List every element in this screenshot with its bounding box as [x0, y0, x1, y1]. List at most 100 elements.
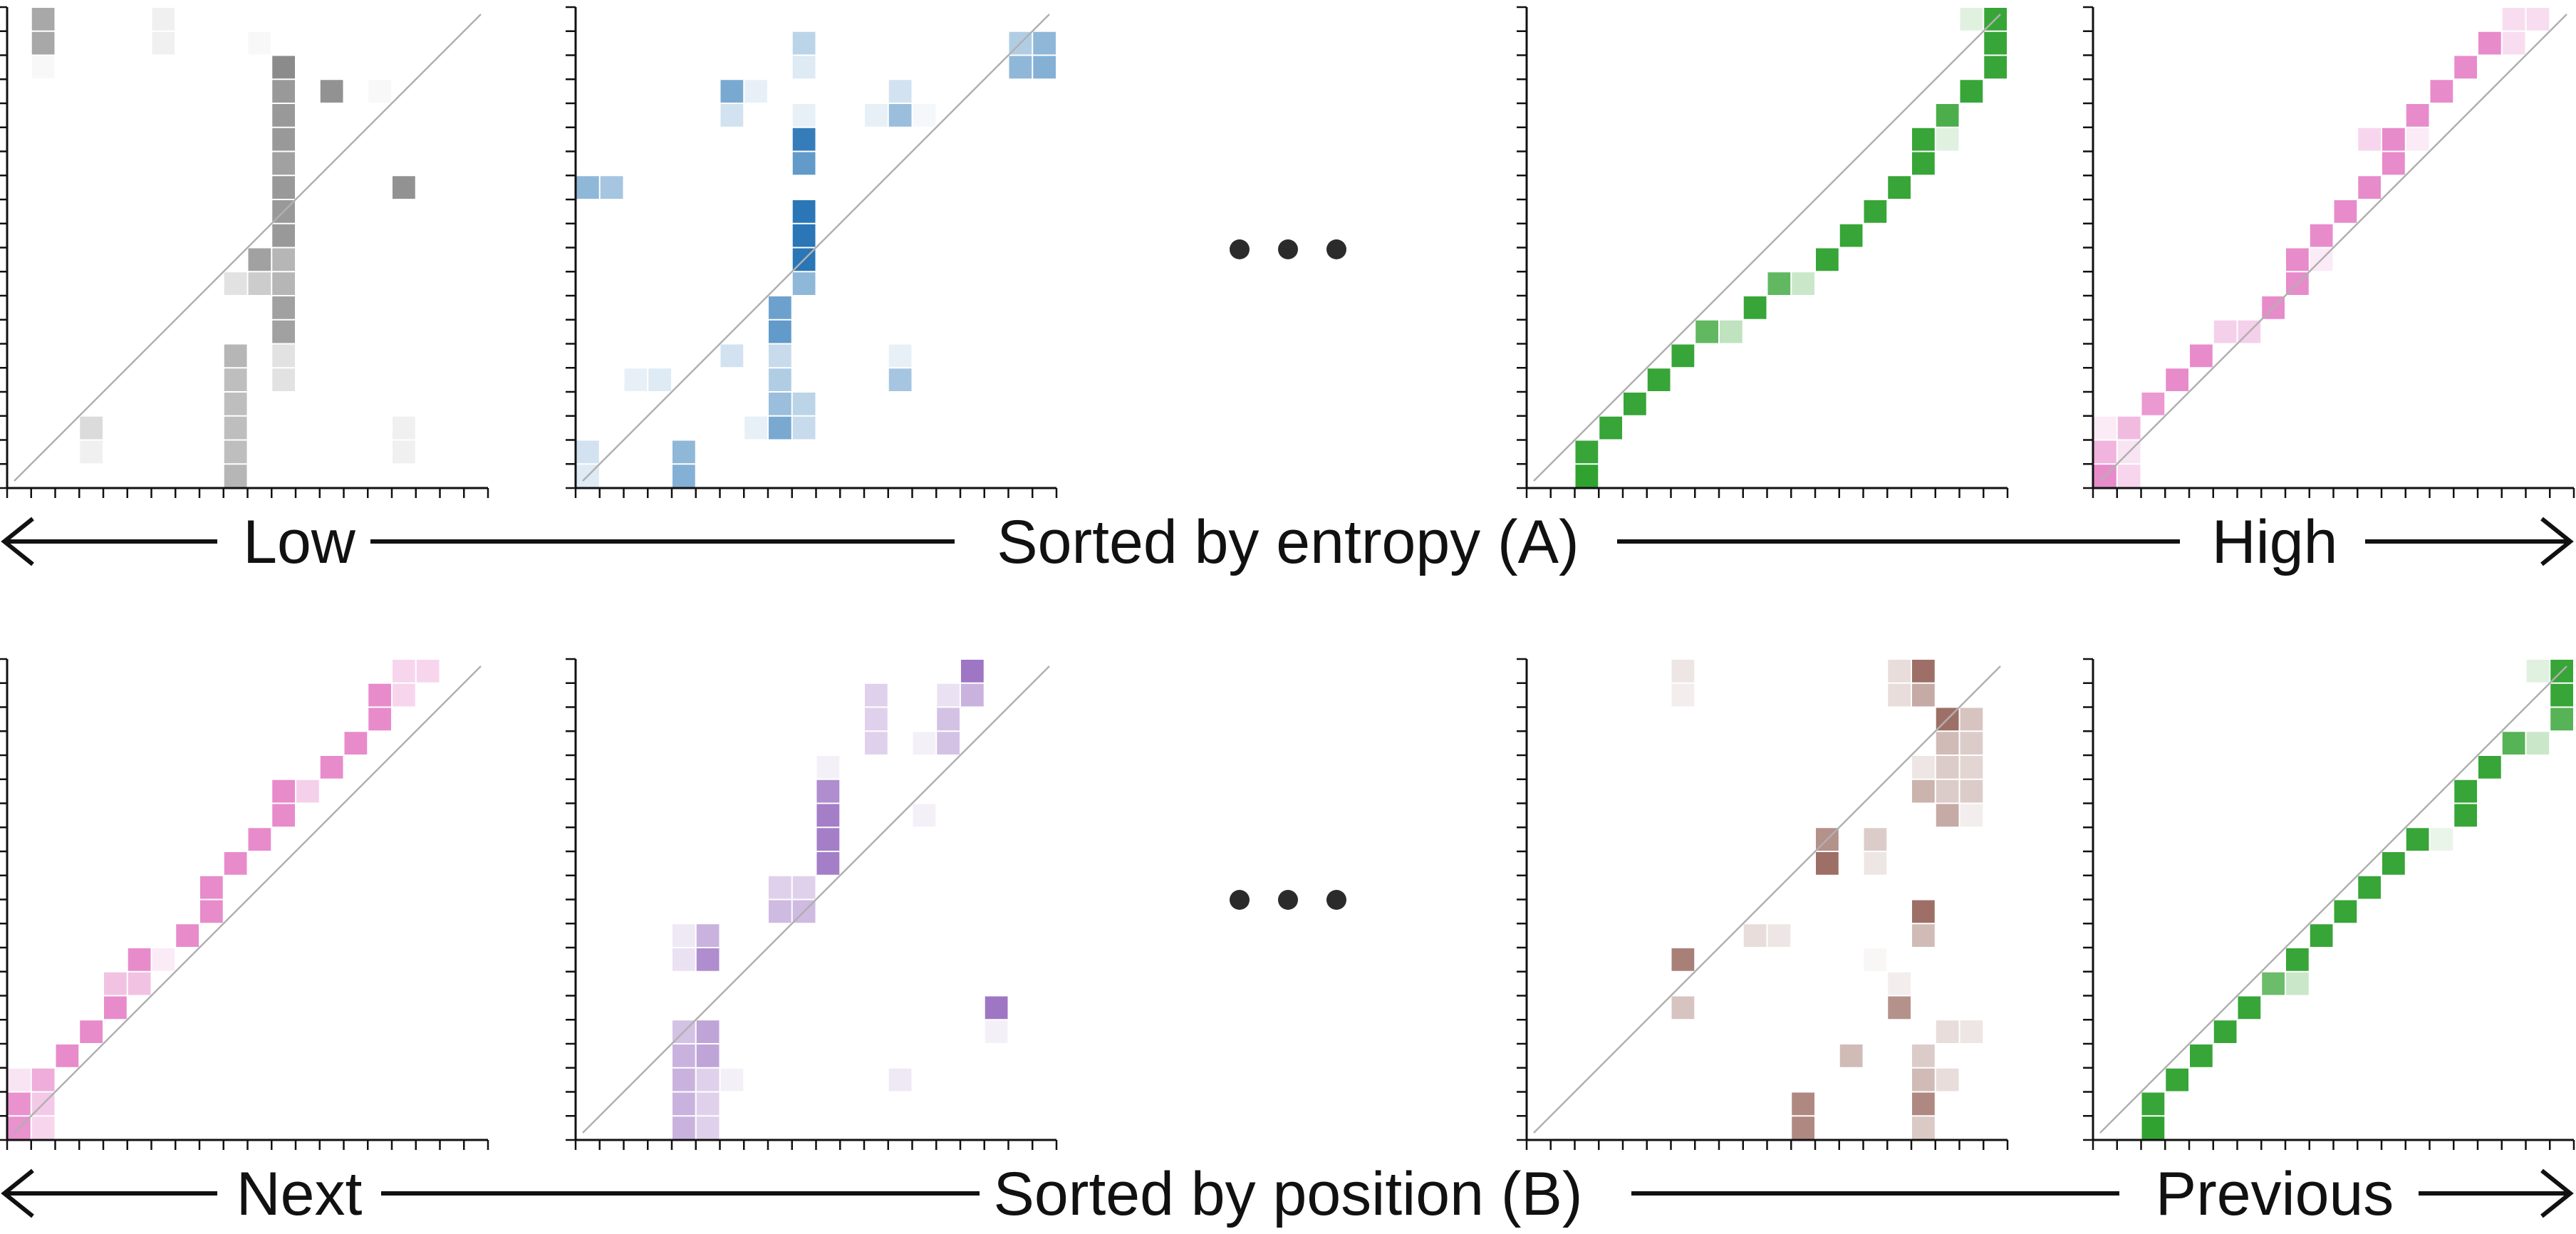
heatmap-cell: [2478, 756, 2501, 779]
heatmap-cell: [224, 368, 247, 391]
heatmap-cell: [416, 660, 440, 683]
heatmap-cell: [792, 393, 816, 415]
row-a-right-label: High: [2212, 508, 2338, 576]
heatmap-panel-1-1: [566, 658, 1058, 1150]
heatmap-cell: [1912, 1116, 1935, 1139]
row-arrows: [1, 517, 2574, 1218]
heatmap-cell: [937, 732, 960, 755]
heatmap-cell: [816, 779, 840, 803]
heatmap-cell: [393, 683, 415, 707]
heatmap-cell: [2286, 972, 2309, 995]
heatmap-cell: [2550, 707, 2573, 731]
heatmap-cell: [2190, 344, 2213, 368]
heatmap-cell: [320, 80, 343, 103]
heatmap-cell: [1864, 828, 1887, 851]
diagonal-line: [14, 14, 482, 482]
heatmap-cell: [985, 996, 1008, 1020]
heatmap-cell: [31, 1068, 55, 1092]
heatmap-cell: [272, 248, 295, 271]
heatmap-cell: [792, 272, 816, 295]
heatmap-cell: [865, 732, 888, 755]
heatmap-cell: [865, 707, 888, 731]
ellipsis-dot: [1326, 890, 1346, 910]
heatmap-cell: [937, 707, 960, 731]
heatmap-panel-1-2: [1517, 658, 2009, 1150]
heatmap-cell: [985, 1020, 1008, 1043]
heatmap-panel-0-1: [566, 6, 1058, 498]
arrow-head-right: [2540, 1168, 2574, 1218]
heatmap-cell: [792, 876, 816, 899]
heatmap-cell: [1792, 1092, 1814, 1116]
heatmap-cell: [1912, 152, 1935, 175]
row-b-center-label: Sorted by position (B): [994, 1160, 1583, 1228]
heatmap-cell: [248, 828, 271, 851]
heatmap-cell: [2502, 8, 2525, 31]
heatmap-cell: [720, 104, 744, 127]
heatmap-cell: [2454, 56, 2477, 79]
heatmap-cell: [672, 948, 695, 971]
heatmap-cell: [1864, 948, 1887, 971]
heatmap-cell: [1816, 248, 1839, 271]
diagonal-line: [582, 14, 1050, 482]
heatmap-cell: [1960, 707, 1983, 731]
heatmap-cell: [1960, 80, 1983, 103]
heatmap-cell: [720, 344, 744, 368]
heatmap-cell: [769, 296, 791, 319]
heatmap-cell: [368, 707, 391, 731]
heatmap-cell: [272, 80, 295, 103]
heatmap-cell: [31, 8, 55, 31]
heatmap-cell: [1936, 1068, 1959, 1092]
ellipsis-dot: [1278, 239, 1298, 259]
heatmap-cell: [2526, 660, 2550, 683]
heatmap-cell: [1839, 1044, 1863, 1067]
heatmap-cell: [2454, 779, 2477, 803]
heatmap-cell: [2430, 80, 2453, 103]
heatmap-cell: [1888, 996, 1911, 1020]
heatmap-cell: [1960, 779, 1983, 803]
heatmap-cell: [1936, 804, 1959, 827]
heatmap-cell: [720, 80, 744, 103]
heatmap-cell: [224, 344, 247, 368]
heatmap-cell: [1912, 1092, 1935, 1116]
heatmap-cell: [1984, 56, 2007, 79]
heatmap-cell: [2406, 104, 2429, 127]
heatmap-cell: [744, 80, 767, 103]
heatmap-cell: [1816, 852, 1839, 875]
heatmap-panel-1-0: [0, 658, 489, 1150]
heatmap-cell: [272, 272, 295, 295]
diagonal-line: [2099, 14, 2567, 482]
heatmap-cell: [1936, 1020, 1959, 1043]
ellipsis-dot: [1278, 890, 1298, 910]
heatmap-cell: [816, 828, 840, 851]
heatmap-cell: [224, 852, 247, 875]
heatmap-cell: [2262, 972, 2285, 995]
heatmap-cell: [80, 440, 103, 464]
heatmap-cell: [31, 31, 55, 55]
heatmap-cell: [200, 900, 223, 923]
heatmap-cell: [696, 948, 720, 971]
heatmap-cell: [272, 296, 295, 319]
heatmap-cell: [2238, 996, 2261, 1020]
heatmap-cell: [2358, 876, 2381, 899]
heatmap-cell: [696, 1044, 720, 1067]
ellipsis-dot: [1326, 239, 1346, 259]
heatmap-cell: [720, 1068, 744, 1092]
row-a-center-label: Sorted by entropy (A): [997, 508, 1579, 576]
row-entropy: [0, 6, 2575, 498]
heatmap-cell: [792, 128, 816, 151]
heatmap-cell: [272, 104, 295, 127]
heatmap-cell: [152, 948, 175, 971]
heatmap-cell: [696, 1068, 720, 1092]
heatmap-cell: [1912, 683, 1935, 707]
heatmap-cell: [2478, 31, 2501, 55]
heatmap-cell: [888, 104, 912, 127]
heatmap-cell: [393, 660, 415, 683]
heatmap-cell: [1624, 393, 1646, 415]
heatmap-cell: [1720, 320, 1743, 343]
heatmap-cell: [272, 56, 295, 79]
heatmap-cell: [2406, 128, 2429, 151]
heatmap-cell: [1960, 1020, 1983, 1043]
heatmap-cell: [272, 152, 295, 175]
heatmap-cell: [368, 683, 391, 707]
heatmap-cell: [672, 440, 695, 464]
